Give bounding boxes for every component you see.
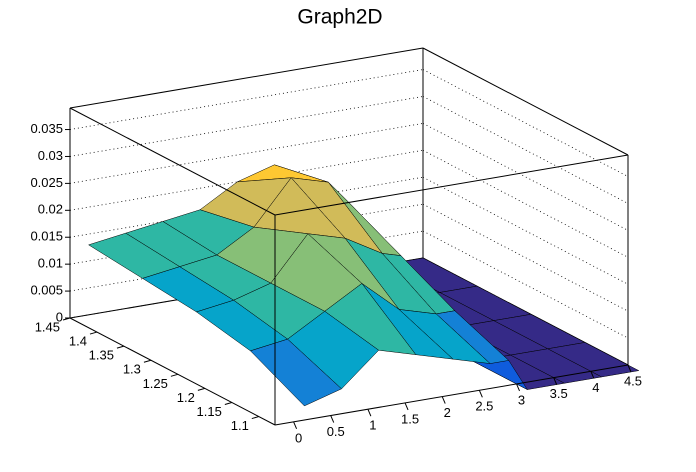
- y-tick-label: 1.4: [69, 334, 87, 349]
- box-edge: [69, 107, 276, 216]
- y-tick: [197, 387, 206, 391]
- chart-title: Graph2D: [297, 6, 382, 29]
- x-tick: [330, 415, 335, 423]
- x-tick-label: 2.5: [475, 399, 493, 414]
- x-tick: [441, 396, 446, 404]
- grid-line: [422, 149, 629, 258]
- z-tick-label: 0.005: [30, 283, 63, 298]
- grid-line: [422, 230, 629, 339]
- z-tick-label: 0.02: [38, 202, 63, 217]
- x-tick-label: 2: [444, 405, 451, 420]
- grid-line: [69, 69, 424, 130]
- grid-line: [422, 69, 629, 177]
- x-tick: [627, 364, 632, 373]
- z-tick-label: 0.01: [38, 256, 63, 271]
- z-tick-label: 0.03: [38, 148, 63, 163]
- y-tick-label: 1.45: [35, 319, 60, 334]
- box-edge: [274, 154, 629, 216]
- y-tick: [89, 331, 98, 335]
- x-tick-label: 4.5: [624, 373, 642, 388]
- y-tick: [251, 416, 259, 420]
- grid-line: [422, 96, 629, 204]
- x-tick-label: 0: [295, 430, 302, 445]
- box-edge: [69, 47, 424, 109]
- y-tick-label: 1.3: [123, 362, 141, 377]
- y-tick-label: 1.25: [143, 376, 168, 391]
- y-axis: [69, 317, 276, 426]
- grid-line: [69, 96, 424, 157]
- x-tick: [367, 409, 372, 417]
- z-tick-label: 0: [56, 309, 63, 324]
- x-tick-label: 1.5: [401, 411, 419, 426]
- x-tick: [590, 371, 595, 379]
- y-tick: [116, 345, 125, 349]
- y-tick-label: 1.15: [197, 404, 222, 419]
- surface-cell: [249, 338, 342, 407]
- y-tick: [224, 401, 232, 405]
- x-tick-label: 4: [592, 380, 599, 395]
- z-tick-label: 0.025: [30, 175, 63, 190]
- x-axis: [274, 364, 629, 426]
- x-tick-label: 1: [369, 418, 376, 433]
- box-edge: [422, 47, 629, 156]
- x-tick-label: 3.5: [550, 386, 568, 401]
- x-tick: [516, 383, 520, 392]
- y-tick-label: 1.2: [177, 390, 195, 405]
- x-tick: [293, 421, 298, 430]
- x-tick-label: 0.5: [327, 424, 345, 439]
- z-tick-label: 0.035: [30, 121, 63, 136]
- y-tick-label: 1.35: [89, 348, 114, 363]
- x-tick: [478, 390, 483, 398]
- grid-line: [422, 176, 629, 285]
- grid-line: [422, 203, 629, 312]
- x-tick: [404, 402, 409, 411]
- y-tick-label: 1.1: [231, 418, 249, 433]
- grid-line: [422, 123, 629, 231]
- x-tick: [553, 377, 558, 385]
- grid-line: [69, 122, 424, 184]
- x-tick-label: 3: [518, 392, 525, 407]
- y-tick: [143, 359, 152, 363]
- y-tick: [170, 373, 179, 377]
- z-tick-label: 0.015: [30, 229, 63, 244]
